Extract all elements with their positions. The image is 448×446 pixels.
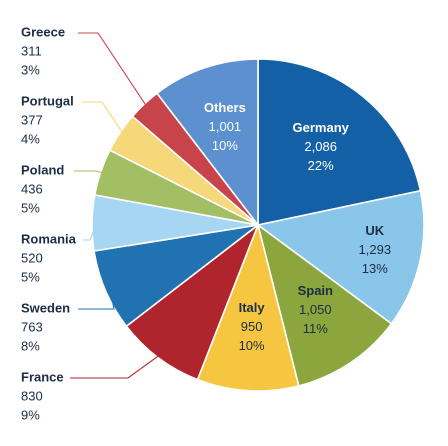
slice-label-greece: Greece xyxy=(21,24,65,39)
slice-value-greece: 311 xyxy=(21,43,42,58)
pie-slice-spain xyxy=(257,224,393,387)
slice-label-italy: Italy xyxy=(239,300,266,315)
slice-label-sweden: Sweden xyxy=(21,300,70,315)
pie-slice-germany xyxy=(257,58,422,226)
leader-line-sweden xyxy=(78,288,115,310)
leader-lines xyxy=(70,32,162,379)
slice-percent-greece: 3% xyxy=(21,62,40,77)
slice-percent-uk: 13% xyxy=(362,261,388,276)
slice-value-france: 830 xyxy=(21,388,43,403)
pie-slice-uk xyxy=(257,189,425,325)
slice-value-portugal: 377 xyxy=(21,112,43,127)
pie-slice-france xyxy=(125,224,259,381)
slice-value-italy: 950 xyxy=(241,319,263,334)
slice-percent-germany: 22% xyxy=(308,158,334,173)
slice-percent-portugal: 4% xyxy=(21,131,40,146)
slice-label-poland: Poland xyxy=(21,162,64,177)
slice-percent-france: 9% xyxy=(21,407,40,422)
pie-slice-italy xyxy=(196,224,300,392)
slice-value-germany: 2,086 xyxy=(304,139,337,154)
slice-percent-spain: 11% xyxy=(303,321,328,336)
leader-line-greece xyxy=(78,32,149,109)
slice-labels: Germany 2,086 22% UK 1,293 13% Spain 1,050 11% It… xyxy=(21,24,391,422)
leader-line-romania xyxy=(83,222,98,241)
slice-value-others: 1,001 xyxy=(209,119,242,134)
slice-label-france: France xyxy=(21,369,64,384)
slice-percent-sweden: 8% xyxy=(21,338,40,353)
slice-label-others: Others xyxy=(204,100,246,115)
slice-percent-others: 10% xyxy=(212,138,238,153)
slice-label-germany: Germany xyxy=(293,120,350,135)
slice-label-spain: Spain xyxy=(298,283,333,298)
slice-label-romania: Romania xyxy=(21,231,77,246)
slice-percent-romania: 5% xyxy=(21,269,40,284)
slice-value-sweden: 763 xyxy=(21,319,43,334)
slice-label-portugal: Portugal xyxy=(21,93,74,108)
pie-slices xyxy=(91,58,425,392)
pie-slice-others xyxy=(156,58,259,226)
slice-value-romania: 520 xyxy=(21,250,43,265)
slice-label-uk: UK xyxy=(365,223,384,238)
slice-value-poland: 436 xyxy=(21,181,43,196)
leader-line-portugal xyxy=(82,101,125,136)
slice-percent-italy: 10% xyxy=(239,338,265,353)
slice-value-spain: 1,050 xyxy=(299,302,332,317)
slice-value-uk: 1,293 xyxy=(359,242,392,257)
slice-percent-poland: 5% xyxy=(21,200,40,215)
leader-line-poland xyxy=(74,170,106,175)
leader-line-france xyxy=(70,353,162,379)
